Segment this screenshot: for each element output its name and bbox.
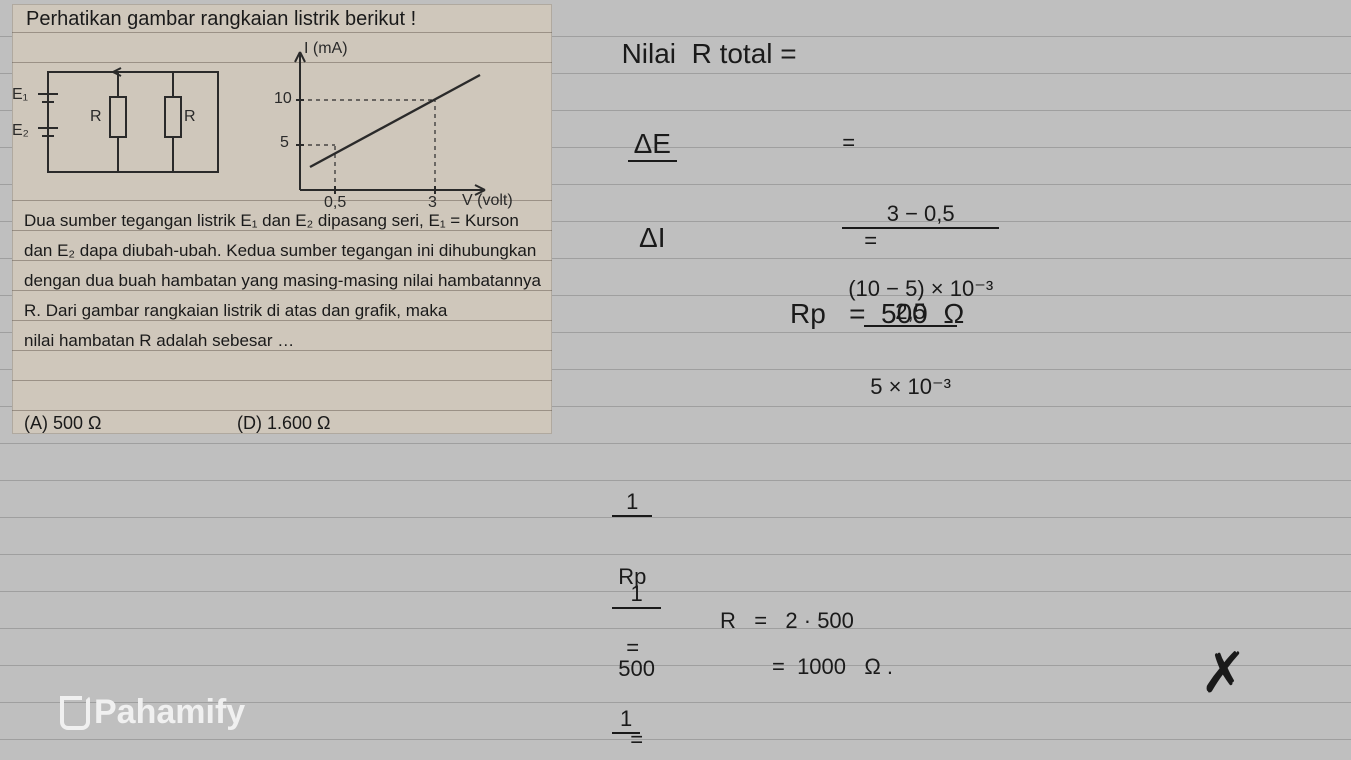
body-line-1: Dua sumber tegangan listrik E₁ dan E₂ di… [24, 206, 544, 236]
label-r-right: R [184, 108, 196, 126]
graph-ytick-10: 10 [274, 90, 292, 108]
graph-ytick-5: 5 [280, 134, 289, 152]
work-r2: = 1000 Ω . [772, 654, 893, 680]
problem-body: Dua sumber tegangan listrik E₁ dan E₂ di… [24, 206, 544, 356]
p2-lhs-den: 500 [612, 655, 661, 680]
iv-graph [250, 40, 510, 210]
watermark-text: Pahamify [94, 693, 245, 732]
pahamify-logo-icon [60, 696, 90, 730]
body-line-3: dengan dua buah hambatan yang masing-mas… [24, 266, 544, 296]
frac1-num: ΔE [628, 129, 677, 162]
p2-lhs-num: 1 [612, 582, 661, 609]
work-r1: R = 2 · 500 [720, 608, 854, 634]
problem-photo: Perhatikan gambar rangkaian listrik beri… [12, 4, 552, 434]
option-d: (D) 1.600 Ω [237, 410, 331, 434]
label-e2: E₂ [12, 122, 29, 140]
problem-heading: Perhatikan gambar rangkaian listrik beri… [26, 8, 416, 31]
circuit-diagram [18, 42, 238, 192]
label-r-left: R [90, 108, 102, 126]
work-rp: Rp = 500 Ω [790, 298, 964, 330]
watermark: Pahamify [60, 693, 245, 732]
body-line-4: R. Dari gambar rangkaian listrik di atas… [24, 296, 544, 326]
options-block-2: (D) 1.600 Ω (E) 2.000 Ω [237, 358, 331, 434]
body-line-5: nilai hambatan R adalah sebesar … [24, 326, 544, 356]
work-title: Nilai R total = ΔE ΔI [606, 6, 797, 311]
work-parallel2: 1 500 = 2 R [600, 510, 661, 760]
options-block: (A) 500 Ω (B) 800 Ω (C) 1.000 Ω [24, 358, 118, 434]
text-nilai: Nilai R total = [622, 38, 797, 69]
body-line-2: dan E₂ dapa diubah-ubah. Kedua sumber te… [24, 236, 544, 266]
label-e1: E₁ [12, 86, 28, 104]
graph-y-label: I (mA) [304, 40, 348, 58]
tick-mark: ✗ [1200, 640, 1247, 706]
frac1-den: ΔI [628, 221, 677, 252]
option-a: (A) 500 Ω [24, 410, 118, 434]
step2-den: 5 × 10⁻³ [864, 373, 957, 398]
